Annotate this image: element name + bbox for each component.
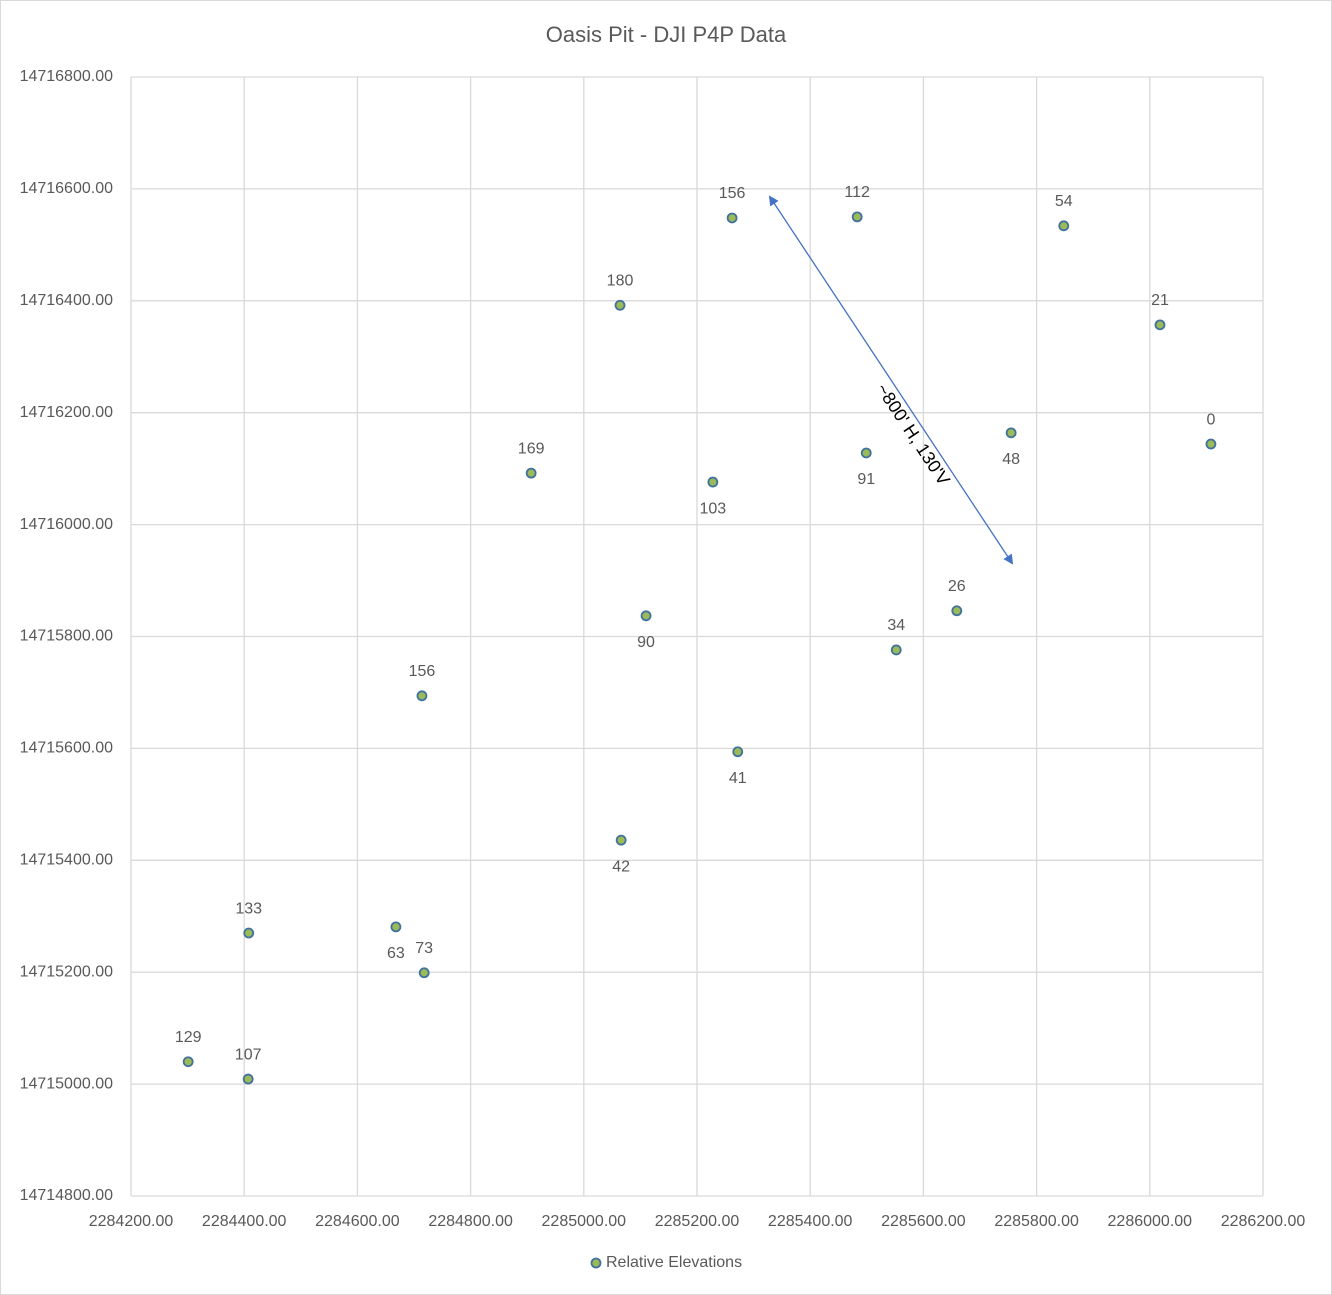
y-tick-label: 14716600.00 <box>20 180 114 197</box>
data-point <box>640 610 652 622</box>
data-point <box>707 476 719 488</box>
data-label: 103 <box>699 500 726 517</box>
y-tick-label: 14716200.00 <box>20 404 114 421</box>
data-point <box>416 690 428 702</box>
data-point <box>390 921 402 933</box>
annotation-arrow <box>768 195 1014 565</box>
data-point <box>525 467 537 479</box>
data-label: 42 <box>612 858 630 875</box>
x-tick-label: 2285200.00 <box>655 1213 740 1230</box>
data-label: 180 <box>607 272 634 289</box>
data-label: 0 <box>1206 411 1215 428</box>
y-tick-label: 14714800.00 <box>20 1187 114 1204</box>
x-tick-label: 2284400.00 <box>202 1213 287 1230</box>
data-label: 169 <box>518 440 545 457</box>
data-point <box>726 212 738 224</box>
x-tick-label: 2285800.00 <box>994 1213 1079 1230</box>
data-label: 107 <box>235 1046 262 1063</box>
legend-marker <box>590 1257 602 1269</box>
data-point <box>860 447 872 459</box>
x-tick-label: 2284200.00 <box>89 1213 174 1230</box>
data-point <box>1058 220 1070 232</box>
x-tick-label: 2284800.00 <box>428 1213 513 1230</box>
data-label: 48 <box>1002 451 1020 468</box>
x-tick-label: 2285400.00 <box>768 1213 853 1230</box>
data-point <box>1205 438 1217 450</box>
x-tick-label: 2284600.00 <box>315 1213 400 1230</box>
data-point <box>732 746 744 758</box>
x-tick-label: 2286000.00 <box>1108 1213 1193 1230</box>
data-label: 112 <box>844 184 870 201</box>
x-tick-label: 2285000.00 <box>542 1213 627 1230</box>
chart-title: Oasis Pit - DJI P4P Data <box>546 22 787 47</box>
data-label: 63 <box>387 945 405 962</box>
data-point <box>951 605 963 617</box>
y-tick-label: 14715200.00 <box>20 963 114 980</box>
x-tick-label: 2286200.00 <box>1221 1213 1306 1230</box>
y-tick-label: 14715400.00 <box>20 852 114 869</box>
data-point <box>418 967 430 979</box>
data-label: 90 <box>637 634 655 651</box>
y-tick-label: 14715600.00 <box>20 740 114 757</box>
data-label: 26 <box>948 578 966 595</box>
y-tick-label: 14716000.00 <box>20 516 114 533</box>
data-point <box>1005 427 1017 439</box>
data-label: 21 <box>1151 292 1169 309</box>
data-label: 156 <box>719 185 746 202</box>
y-tick-label: 14715800.00 <box>20 628 114 645</box>
x-tick-label: 2285600.00 <box>881 1213 966 1230</box>
y-tick-label: 14716400.00 <box>20 292 114 309</box>
data-label: 156 <box>409 663 436 680</box>
y-tick-label: 14716800.00 <box>20 68 114 85</box>
data-point <box>1154 319 1166 331</box>
data-label: 34 <box>887 617 905 634</box>
data-point <box>243 927 255 939</box>
legend-label: Relative Elevations <box>606 1254 742 1271</box>
data-point <box>890 644 902 656</box>
data-label: 133 <box>235 900 262 917</box>
data-label: 129 <box>175 1029 202 1046</box>
data-point <box>851 211 863 223</box>
data-point <box>182 1056 194 1068</box>
data-label: 73 <box>415 940 433 957</box>
data-label: 41 <box>729 770 747 787</box>
y-tick-label: 14715000.00 <box>20 1075 114 1092</box>
data-label: 54 <box>1055 193 1073 210</box>
data-label: 91 <box>857 471 875 488</box>
data-point <box>242 1073 254 1085</box>
data-point <box>614 299 626 311</box>
data-point <box>615 834 627 846</box>
plot-area: 14714800.00 14715000.00 14715200.00 1471540… <box>20 68 1306 1271</box>
